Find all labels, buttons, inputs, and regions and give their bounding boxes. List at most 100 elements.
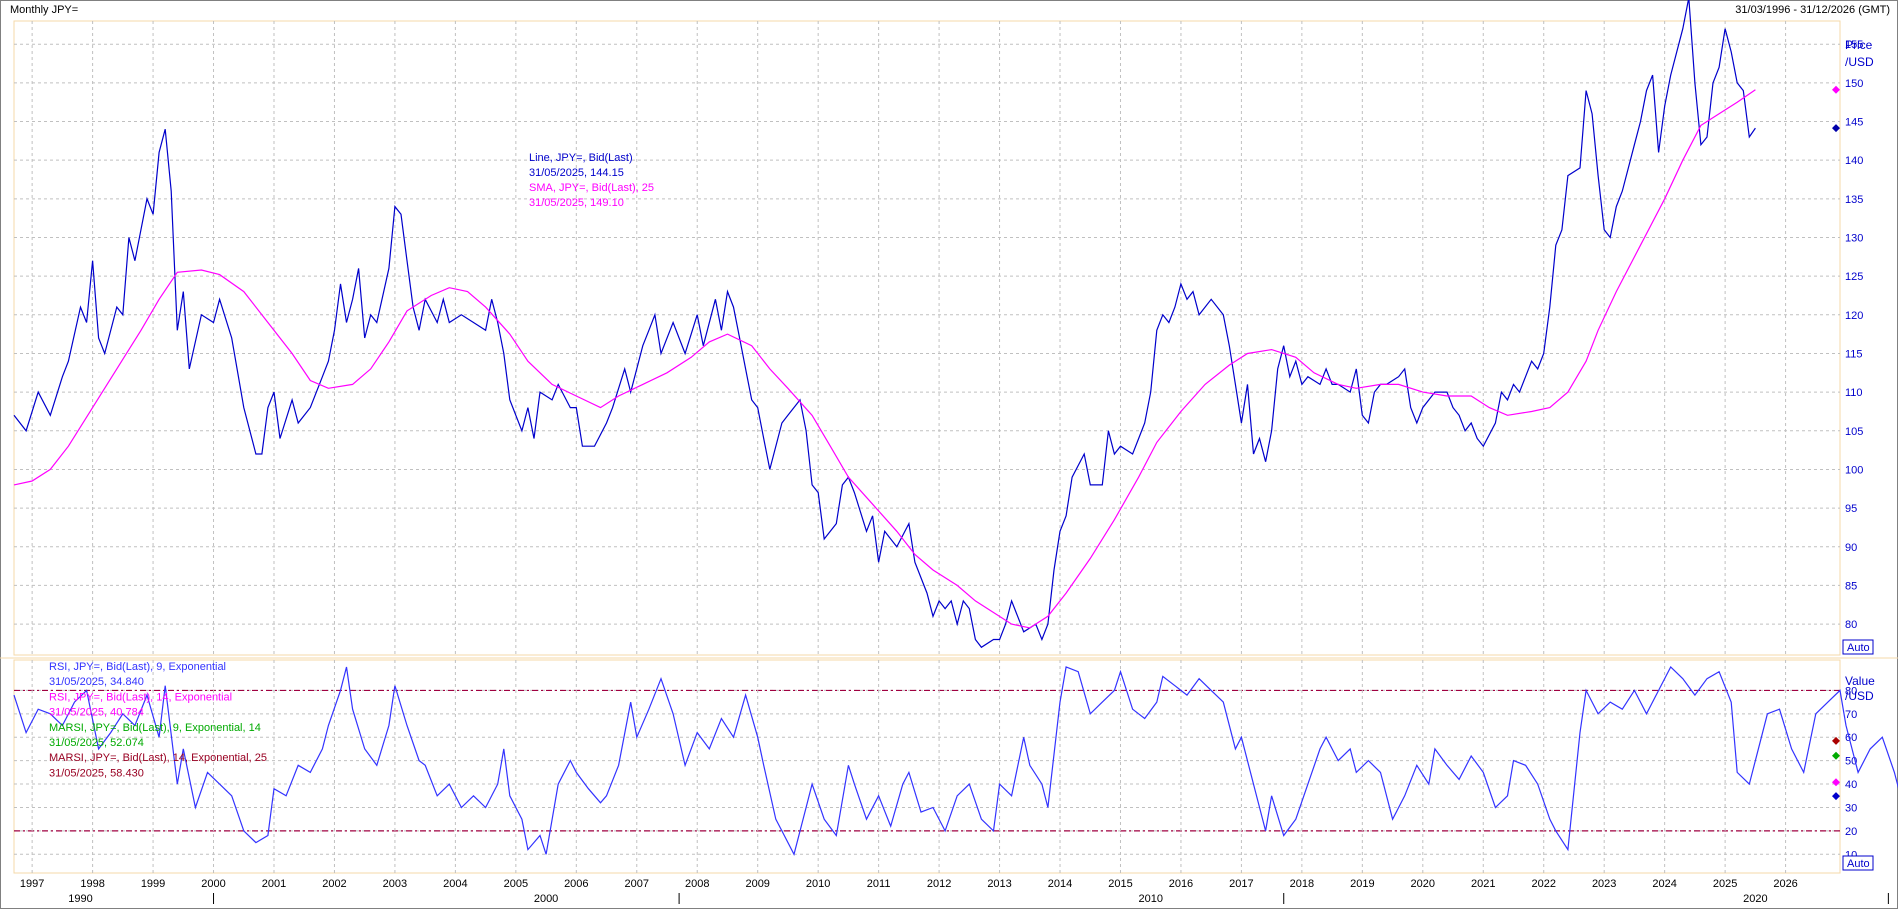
chart-title: Monthly JPY=	[10, 4, 79, 16]
indicator-legend-entry: 31/05/2025, 40.784	[49, 707, 144, 719]
price-tick-label: 80	[1845, 619, 1857, 631]
indicator-tick-label: 20	[1845, 826, 1857, 838]
x-tick-label: 2015	[1108, 878, 1132, 890]
indicator-series	[13, 666, 1898, 856]
indicator-legend: RSI, JPY=, Bid(Last), 9, Exponential 31/0…	[49, 661, 267, 779]
price-tick-label: 115	[1845, 348, 1863, 360]
indicator-value-marker	[1832, 792, 1840, 801]
price-tick-label: 155	[1845, 39, 1863, 51]
indicator-value-marker	[1832, 751, 1840, 760]
price-tick-label: 125	[1845, 271, 1863, 283]
x-tick-label: 1997	[20, 878, 44, 890]
price-axis-unit: /USD	[1845, 55, 1874, 69]
x-tick-label: 2008	[685, 878, 709, 890]
price-tick-label: 140	[1845, 155, 1863, 167]
x-tick-label: 1998	[80, 878, 104, 890]
x-tick-label: 2014	[1048, 878, 1072, 890]
x-tick-label: 2023	[1592, 878, 1616, 890]
price-value-marker	[1832, 85, 1840, 94]
indicator-tick-label: 60	[1845, 732, 1857, 744]
date-range: 31/03/1996 - 31/12/2026 (GMT)	[1735, 4, 1890, 16]
price-tick-label: 95	[1845, 503, 1857, 515]
x-tick-label: 2010	[806, 878, 830, 890]
price-plot-area	[13, 20, 1841, 656]
x-tick-label: 2002	[322, 878, 346, 890]
indicator-markers	[1832, 736, 1840, 801]
indicator-axis-title: Value	[1845, 674, 1875, 688]
price-legend-entry: 31/05/2025, 144.15	[529, 167, 624, 179]
indicator-legend-entry: MARSI, JPY=, Bid(Last), 14, Exponential,…	[49, 752, 267, 764]
x-tick-label: 2024	[1652, 878, 1676, 890]
price-tick-label: 105	[1845, 426, 1863, 438]
price-legend-entry: Line, JPY=, Bid(Last)	[529, 152, 633, 164]
x-tick-label: 2017	[1229, 878, 1253, 890]
x-major-label: 1990	[68, 893, 92, 905]
price-tick-label: 130	[1845, 232, 1863, 244]
indicator-legend-entry: 31/05/2025, 58.430	[49, 767, 144, 779]
price-tick-label: 145	[1845, 117, 1863, 129]
x-tick-label: 2018	[1290, 878, 1314, 890]
price-auto-button[interactable]: Auto	[1842, 639, 1874, 655]
indicator-series-line	[13, 666, 1898, 856]
x-tick-label: 2006	[564, 878, 588, 890]
indicator-plot-area	[13, 659, 1841, 874]
price-series-line	[13, 0, 1756, 649]
price-markers	[1832, 85, 1840, 133]
indicator-value-marker	[1832, 778, 1840, 787]
price-tick-label: 100	[1845, 464, 1863, 476]
x-tick-label: 2007	[625, 878, 649, 890]
price-value-marker	[1832, 124, 1840, 133]
price-grid	[14, 21, 1840, 655]
indicator-tick-label: 70	[1845, 709, 1857, 721]
price-tick-label: 135	[1845, 194, 1863, 206]
x-tick-label: 2016	[1169, 878, 1193, 890]
indicator-legend-entry: 31/05/2025, 52.074	[49, 737, 144, 749]
price-series	[13, 0, 1756, 649]
x-tick-label: 2025	[1713, 878, 1737, 890]
x-tick-label: 2021	[1471, 878, 1495, 890]
indicator-tick-label: 80	[1845, 685, 1857, 697]
price-series-line	[13, 89, 1756, 629]
x-tick-label: 2013	[987, 878, 1011, 890]
indicator-legend-entry: MARSI, JPY=, Bid(Last), 9, Exponential, …	[49, 722, 261, 734]
x-tick-label: 2019	[1350, 878, 1374, 890]
indicator-legend-entry: RSI, JPY=, Bid(Last), 9, Exponential	[49, 661, 226, 673]
x-major-label: 2000	[534, 893, 558, 905]
x-tick-label: 2000	[201, 878, 225, 890]
x-axis: 1997 1998 1999 2000 2001 2002 2003 2004 2005 2006…	[20, 878, 1889, 905]
x-tick-label: 2005	[504, 878, 528, 890]
price-y-axis: 80 85 90 95 100 105 110 115 120 125 130 135 140 145 15…	[1845, 39, 1863, 631]
price-tick-label: 90	[1845, 542, 1857, 554]
price-tick-label: 150	[1845, 78, 1863, 90]
x-tick-label: 2001	[262, 878, 286, 890]
indicator-legend-entry: 31/05/2025, 34.840	[49, 676, 144, 688]
indicator-auto-button[interactable]: Auto	[1842, 855, 1874, 871]
x-tick-label: 2012	[927, 878, 951, 890]
x-tick-label: 2011	[867, 878, 891, 890]
price-axis-title: Price	[1845, 38, 1873, 52]
indicator-value-marker	[1832, 736, 1840, 745]
x-major-label: 2010	[1138, 893, 1162, 905]
price-legend-entry: 31/05/2025, 149.10	[529, 197, 624, 209]
x-tick-label: 2020	[1411, 878, 1435, 890]
price-auto-label: Auto	[1847, 642, 1870, 654]
indicator-tick-label: 40	[1845, 779, 1857, 791]
price-legend-entry: SMA, JPY=, Bid(Last), 25	[529, 182, 654, 194]
price-tick-label: 110	[1845, 387, 1863, 399]
indicator-axis-unit: /USD	[1845, 689, 1874, 703]
indicator-auto-label: Auto	[1847, 858, 1870, 870]
indicator-grid	[14, 660, 1840, 873]
x-tick-label: 2026	[1773, 878, 1797, 890]
x-tick-label: 2009	[745, 878, 769, 890]
x-tick-label: 2003	[383, 878, 407, 890]
indicator-tick-label: 30	[1845, 802, 1857, 814]
price-legend: Line, JPY=, Bid(Last) 31/05/2025, 144.15 S…	[529, 152, 654, 209]
x-tick-label: 1999	[141, 878, 165, 890]
x-tick-label: 2004	[443, 878, 467, 890]
x-major-label: 2020	[1743, 893, 1767, 905]
price-tick-label: 85	[1845, 580, 1857, 592]
